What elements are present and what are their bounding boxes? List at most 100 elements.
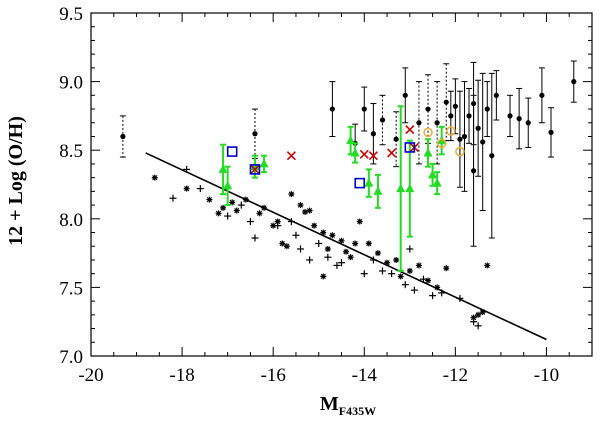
dot-marker — [457, 136, 463, 142]
plus-point — [237, 201, 245, 209]
asterisk-point — [329, 232, 336, 239]
plus-point — [378, 267, 386, 275]
asterisk-stroke — [302, 209, 308, 215]
asterisk-stroke — [343, 249, 349, 255]
dot-point — [361, 86, 368, 132]
plus-point — [410, 286, 418, 294]
asterisk-point — [279, 240, 286, 247]
dot-marker — [493, 92, 499, 98]
dot-marker — [489, 153, 495, 159]
asterisk-stroke — [311, 223, 317, 229]
green-triangle-marker — [373, 186, 383, 195]
dot-marker — [480, 139, 486, 145]
dot-marker — [525, 120, 531, 126]
green-triangle-point — [364, 168, 374, 198]
asterisk-point — [233, 207, 240, 214]
plus-point — [251, 234, 259, 242]
blue-square-point — [249, 164, 261, 175]
asterisk-point — [324, 245, 331, 252]
green-triangle-marker — [350, 147, 360, 157]
dot-point — [488, 72, 495, 239]
dot-point — [461, 81, 468, 192]
asterisk-point — [384, 259, 391, 266]
asterisk-point — [425, 277, 432, 284]
asterisk-point — [443, 265, 450, 272]
asterisk-point — [206, 196, 213, 203]
dot-marker — [120, 133, 126, 140]
asterisk-point — [229, 199, 236, 206]
blue-square-point — [226, 146, 238, 157]
dot-point — [251, 108, 258, 159]
cross-stroke — [368, 151, 378, 161]
green-triangle-marker — [218, 164, 228, 173]
y-tick-label: 7.0 — [59, 347, 83, 368]
x-tick-label: -10 — [534, 365, 559, 386]
plus-point — [456, 294, 464, 302]
axis-labels: MF435W 12 + Log (O/H) — [5, 116, 376, 418]
green-triangle-point — [223, 165, 233, 207]
asterisk-stroke — [275, 218, 281, 225]
green-triangle-point — [405, 139, 415, 238]
asterisk-point — [256, 210, 263, 217]
asterisk-stroke — [184, 185, 190, 192]
asterisk-stroke — [384, 260, 390, 266]
dot-marker — [548, 129, 554, 135]
x-axis-label: MF435W — [320, 393, 376, 418]
asterisk-point — [320, 229, 327, 236]
y-tick-label: 8.5 — [59, 141, 83, 162]
dot-point — [525, 97, 532, 148]
dot-point — [470, 94, 477, 247]
asterisk-point — [302, 208, 309, 215]
dot-marker — [507, 113, 513, 119]
asterisk-point — [306, 207, 313, 214]
asterisk-stroke — [220, 205, 226, 211]
asterisk-stroke — [398, 273, 404, 280]
dot-point — [329, 81, 336, 137]
dot-point — [570, 60, 577, 103]
green-triangle-marker — [423, 147, 433, 157]
green-triangle-point — [396, 105, 406, 272]
cross-stroke — [286, 151, 296, 161]
plus-point — [474, 322, 482, 330]
dot-marker — [571, 79, 577, 85]
dot-point — [452, 78, 459, 135]
dot-point — [443, 63, 450, 142]
dot-point — [456, 90, 463, 188]
asterisk-point — [415, 262, 422, 269]
y-axis-label: 12 + Log (O/H) — [5, 116, 27, 246]
dot-point — [393, 111, 400, 168]
dot-marker — [329, 106, 335, 112]
plus-point — [183, 165, 191, 173]
green-triangle-marker — [364, 178, 374, 187]
plus-point — [369, 256, 377, 264]
red-cross-point — [405, 125, 415, 135]
green-triangle-marker — [259, 158, 269, 168]
red-cross-point — [250, 164, 260, 174]
asterisk-stroke — [270, 223, 276, 229]
green-triangle-marker — [396, 183, 406, 193]
plus-point — [306, 256, 314, 264]
dot-point — [475, 79, 482, 177]
asterisk-point — [151, 174, 158, 181]
plus-point — [338, 259, 345, 267]
cross-stroke — [359, 149, 369, 159]
green-triangle-marker — [428, 169, 438, 179]
dot-marker — [461, 133, 468, 140]
asterisk-stroke — [152, 175, 158, 181]
asterisk-stroke — [256, 210, 263, 216]
dot-point — [434, 81, 441, 165]
orange-circle-point — [423, 127, 433, 138]
plus-point — [196, 185, 204, 193]
plus-point — [274, 222, 282, 230]
asterisk-stroke — [357, 218, 363, 225]
green-triangle-marker — [432, 178, 442, 187]
orange-circle-point — [446, 126, 456, 136]
asterisk-point — [283, 243, 290, 250]
asterisk-point — [406, 267, 413, 274]
plot-area — [119, 60, 577, 341]
dot-marker — [516, 116, 522, 122]
asterisk-point — [242, 196, 249, 203]
dot-point — [370, 103, 377, 165]
dot-point — [507, 94, 514, 137]
green-triangle-point — [373, 173, 383, 209]
